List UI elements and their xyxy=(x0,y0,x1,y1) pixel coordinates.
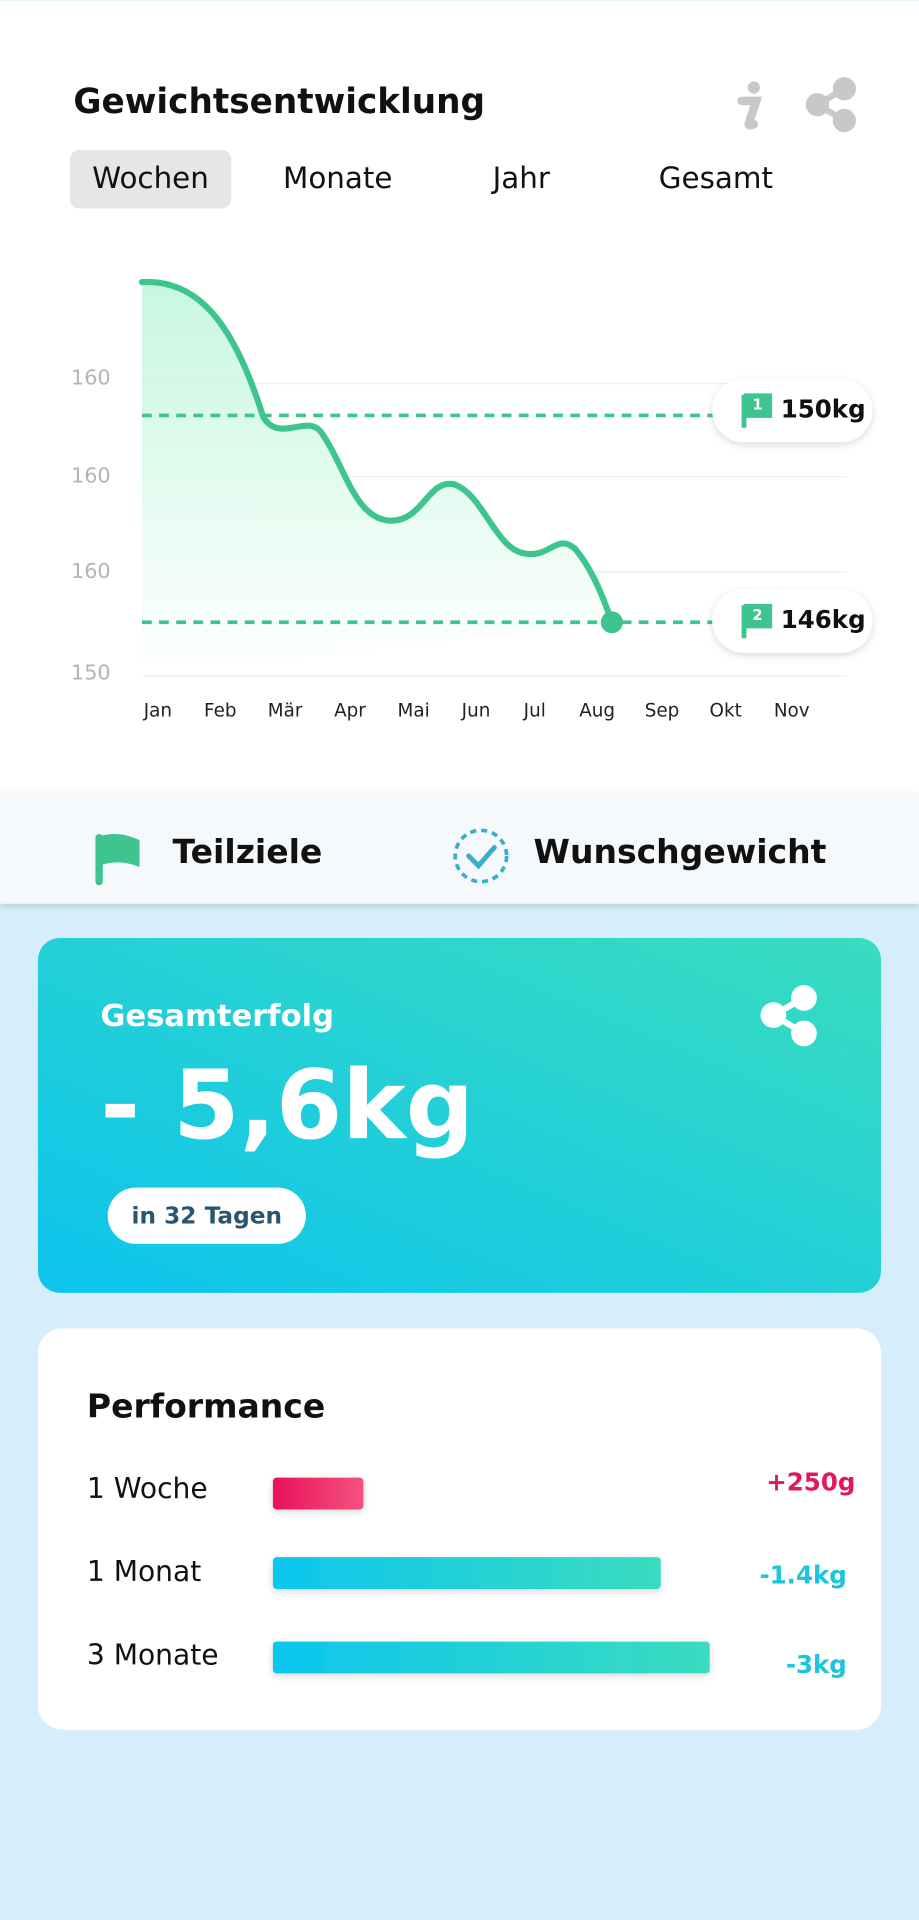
month-label: Mai xyxy=(398,701,430,722)
share-node xyxy=(805,93,830,117)
share-node xyxy=(832,77,856,101)
tab[interactable]: Wochen xyxy=(92,161,209,195)
month-label: Jun xyxy=(461,701,491,722)
month-label: Feb xyxy=(204,701,236,722)
flag-icon xyxy=(95,833,140,886)
share-node xyxy=(791,985,817,1011)
current-point xyxy=(600,611,623,634)
month-label: Sep xyxy=(645,701,680,722)
row-change: +250g xyxy=(766,1468,855,1497)
row-change: -3kg xyxy=(786,1650,847,1679)
card-share-icon[interactable] xyxy=(760,985,817,1047)
month-label: Apr xyxy=(334,701,366,722)
month-label: Aug xyxy=(579,701,615,722)
performance-title: Performance xyxy=(87,1386,325,1425)
chart-line xyxy=(138,279,615,626)
month-label: Mär xyxy=(268,701,303,722)
month-label: Jan xyxy=(143,701,172,722)
share-node xyxy=(832,108,856,133)
legend-bar xyxy=(0,793,919,904)
row-bar xyxy=(272,1641,710,1674)
flag-cloth xyxy=(99,834,140,867)
title: Gewichtsentwicklung xyxy=(73,82,485,122)
row-label: 3 Monate xyxy=(87,1638,219,1671)
row-bar xyxy=(272,1557,661,1589)
performance-card xyxy=(37,1328,882,1730)
month-label: Okt xyxy=(710,701,742,722)
info-stem xyxy=(737,96,763,130)
legend-label: Wunschgewicht xyxy=(534,832,827,871)
period-text: in 32 Tagen xyxy=(132,1202,283,1229)
goal-flag xyxy=(744,603,773,629)
check-ring xyxy=(453,828,509,884)
info-icon[interactable] xyxy=(737,81,763,130)
y-label: 160 xyxy=(71,559,111,583)
legend-label: Teilziele xyxy=(173,832,323,871)
check-mark xyxy=(466,844,497,870)
row-label: 1 Monat xyxy=(87,1555,201,1588)
period-pill xyxy=(107,1187,306,1244)
row-label: 1 Woche xyxy=(87,1472,208,1505)
tab[interactable]: Monate xyxy=(283,161,392,195)
y-label: 160 xyxy=(71,464,111,488)
share-node xyxy=(791,1020,817,1047)
month-label: Jul xyxy=(523,701,546,722)
goal-flag xyxy=(744,393,773,418)
goal-number: 2 xyxy=(752,607,762,624)
goal-label: 146kg xyxy=(781,605,866,634)
summary-title: Gesamterfolg xyxy=(100,999,334,1034)
chart-area xyxy=(141,281,612,677)
tab[interactable]: Gesamt xyxy=(659,161,773,195)
month-label: Nov xyxy=(774,701,810,722)
tab-selected xyxy=(69,149,232,209)
share-icon[interactable] xyxy=(805,77,856,133)
y-label: 160 xyxy=(71,366,111,390)
share-node xyxy=(760,1002,787,1028)
row-change: -1.4kg xyxy=(760,1561,847,1590)
goal-number: 1 xyxy=(752,397,762,414)
check-icon xyxy=(453,828,509,884)
info-dot xyxy=(747,81,760,94)
row-bar xyxy=(272,1477,364,1510)
goal-label: 150kg xyxy=(781,395,866,424)
summary-value: - 5,6kg xyxy=(100,1049,474,1161)
y-label: 150 xyxy=(71,661,111,685)
tab[interactable]: Jahr xyxy=(491,161,551,195)
